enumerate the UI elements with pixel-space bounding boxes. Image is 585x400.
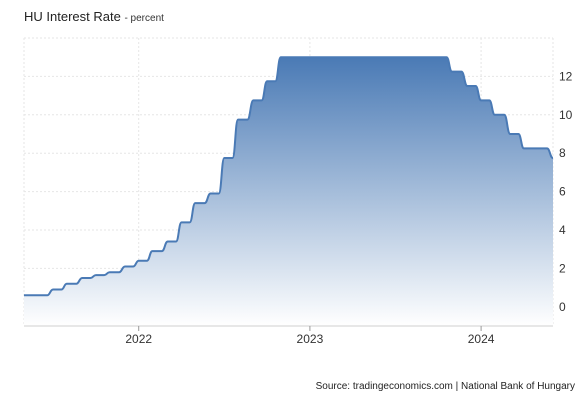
source-note: Source: tradingeconomics.com | National … [315,381,575,392]
chart-unit-label: - percent [124,13,164,24]
y-tick-label: 12 [559,69,573,83]
y-tick-label: 4 [559,223,566,237]
y-tick-label: 10 [559,108,573,122]
chart-title: HU Interest Rate - percent [24,9,164,24]
y-axis: 0 2 4 6 8 10 12 [559,69,573,313]
x-axis: 2022 2023 2024 [24,325,553,346]
x-tick-label: 2024 [468,332,495,346]
y-tick-label: 0 [559,300,566,314]
series-line [24,56,554,297]
area-fill [24,57,553,326]
chart-title-text: HU Interest Rate [24,9,121,24]
x-tick-label: 2022 [125,332,152,346]
y-tick-label: 6 [559,185,566,199]
y-tick-label: 8 [559,146,566,160]
y-tick-label: 2 [559,261,566,275]
x-tick-label: 2023 [297,332,324,346]
